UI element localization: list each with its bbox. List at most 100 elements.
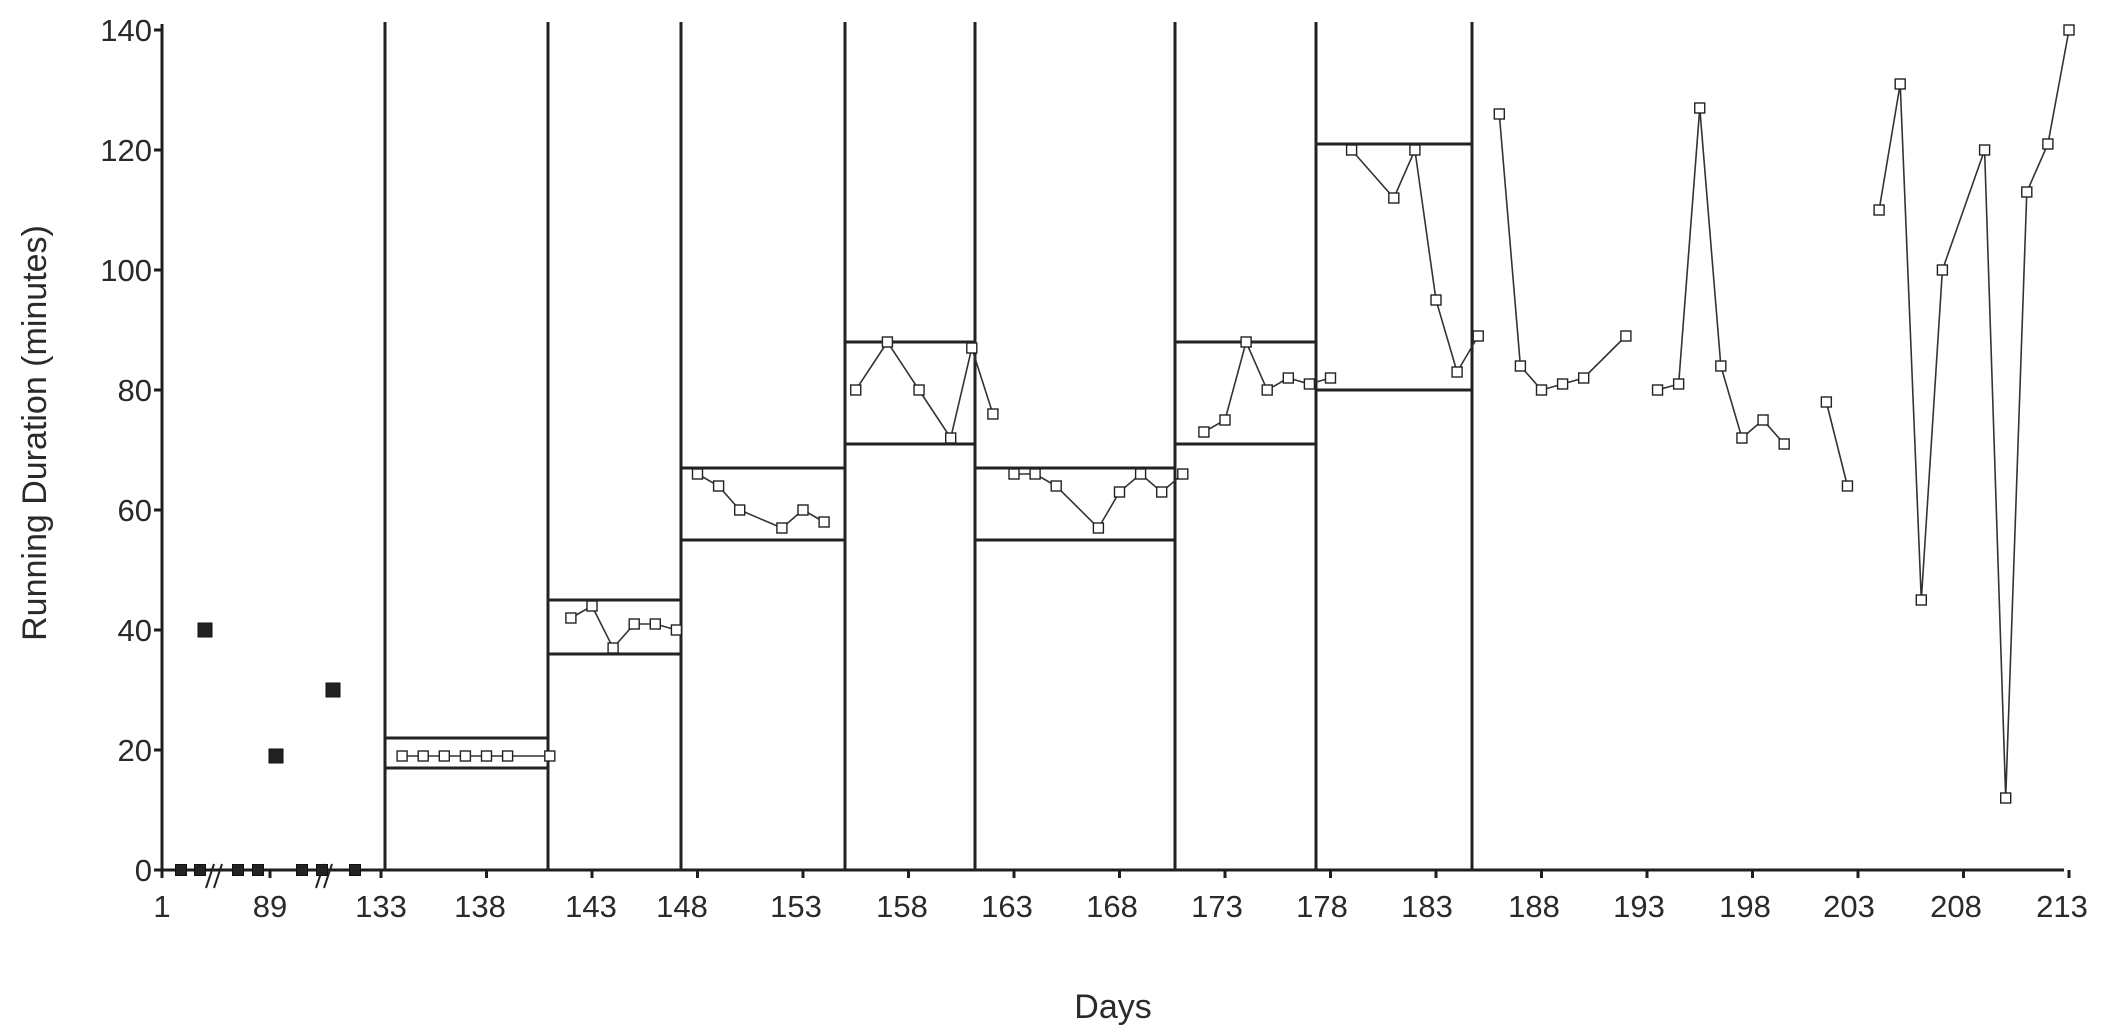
- baseline-data-point: [325, 682, 341, 698]
- series-line: [855, 340, 994, 440]
- x-tick-label: 208: [1930, 889, 1982, 924]
- data-point: [1388, 192, 1400, 204]
- data-point: [628, 618, 640, 630]
- x-tick-label: 138: [454, 889, 506, 924]
- data-point: [1820, 396, 1833, 408]
- data-point: [1577, 372, 1590, 384]
- data-point: [913, 384, 925, 396]
- axis-break-mark: [205, 863, 215, 889]
- series-line: [1657, 107, 1785, 445]
- x-axis-label: Days: [1074, 988, 1151, 1026]
- x-tick-label: 198: [1719, 889, 1771, 924]
- x-tick-label: 163: [981, 889, 1033, 924]
- data-point: [1451, 366, 1463, 378]
- criterion-bands: [385, 142, 1472, 770]
- tick-marks: [154, 28, 2071, 878]
- x-tick-label: 143: [565, 889, 617, 924]
- data-point: [1261, 384, 1273, 396]
- y-axis-label: Running Duration (minutes): [16, 225, 54, 641]
- axis-break-mark: [213, 863, 223, 889]
- x-tick-label: 1: [153, 889, 170, 924]
- data-point: [501, 750, 514, 762]
- data-point: [1556, 378, 1569, 390]
- y-ticks: 0 20 40 60 80 100 120 140: [100, 13, 152, 888]
- x-tick-label: 213: [2036, 889, 2088, 924]
- data-point: [1113, 486, 1126, 498]
- data-point: [1092, 522, 1105, 534]
- data-point: [1672, 378, 1685, 390]
- series-line: [1825, 401, 1849, 487]
- data-point: [945, 432, 957, 444]
- data-point: [1936, 264, 1949, 276]
- baseline-data-point: [252, 864, 264, 876]
- baseline-data-point: [175, 864, 187, 876]
- y-tick-label: 20: [118, 733, 152, 768]
- x-tick-label: 133: [355, 889, 407, 924]
- baseline-data-point: [194, 864, 206, 876]
- x-tick-label: 153: [770, 889, 822, 924]
- data-point: [734, 504, 746, 516]
- x-tick-label: 148: [656, 889, 708, 924]
- y-tick-label: 0: [135, 853, 152, 888]
- data-point: [1620, 330, 1632, 342]
- data-point: [544, 750, 556, 762]
- data-point: [797, 504, 809, 516]
- data-point: [1155, 486, 1168, 498]
- data-point: [438, 750, 450, 762]
- x-tick-label: 188: [1508, 889, 1560, 924]
- data-point: [691, 468, 704, 480]
- y-tick-label: 80: [118, 373, 152, 408]
- data-point: [1219, 414, 1231, 426]
- data-point: [818, 516, 830, 528]
- baseline-data-point: [296, 864, 308, 876]
- data-point: [607, 642, 619, 654]
- baseline-data-point: [316, 864, 328, 876]
- y-tick-label: 40: [118, 613, 152, 648]
- data-point: [1736, 432, 1748, 444]
- x-tick-label: 203: [1823, 889, 1875, 924]
- data-point: [565, 612, 577, 624]
- data-point: [1651, 384, 1664, 396]
- baseline-data-point: [349, 864, 361, 876]
- series-line: [1878, 29, 2070, 799]
- data-point: [1177, 468, 1189, 480]
- phase-lines: [383, 22, 1474, 870]
- data-lines: [402, 29, 2070, 799]
- data-point: [2042, 138, 2054, 150]
- series-line: [1498, 113, 1627, 391]
- data-point: [1198, 426, 1210, 438]
- data-point: [1282, 372, 1295, 384]
- data-point: [1694, 102, 1706, 114]
- data-point: [1493, 108, 1506, 120]
- series-line: [1014, 472, 1184, 530]
- data-point: [1873, 204, 1885, 216]
- data-point: [1757, 414, 1769, 426]
- data-point: [1324, 372, 1337, 384]
- data-point: [1240, 336, 1252, 348]
- x-tick-label: 173: [1191, 889, 1243, 924]
- data-point: [417, 750, 429, 762]
- x-tick-label: 193: [1613, 889, 1665, 924]
- baseline-data-point: [197, 622, 213, 638]
- data-point: [2063, 24, 2075, 36]
- x-tick-label: 183: [1401, 889, 1453, 924]
- data-point: [1008, 468, 1020, 480]
- y-tick-label: 100: [100, 253, 152, 288]
- data-point: [1778, 438, 1790, 450]
- y-tick-label: 120: [100, 133, 152, 168]
- data-point: [1029, 468, 1041, 480]
- data-point: [649, 618, 661, 630]
- y-tick-label: 140: [100, 13, 152, 48]
- data-point: [396, 750, 408, 762]
- data-point: [586, 600, 598, 612]
- y-tick-label: 60: [118, 493, 152, 528]
- data-point: [1535, 384, 1548, 396]
- data-point: [1409, 144, 1421, 156]
- data-point: [1841, 480, 1854, 492]
- series-line: [1350, 147, 1479, 375]
- data-point: [1050, 480, 1062, 492]
- data-point: [881, 336, 894, 348]
- data-point: [1894, 78, 1906, 90]
- data-point: [1430, 294, 1442, 306]
- x-tick-label: 89: [253, 889, 287, 924]
